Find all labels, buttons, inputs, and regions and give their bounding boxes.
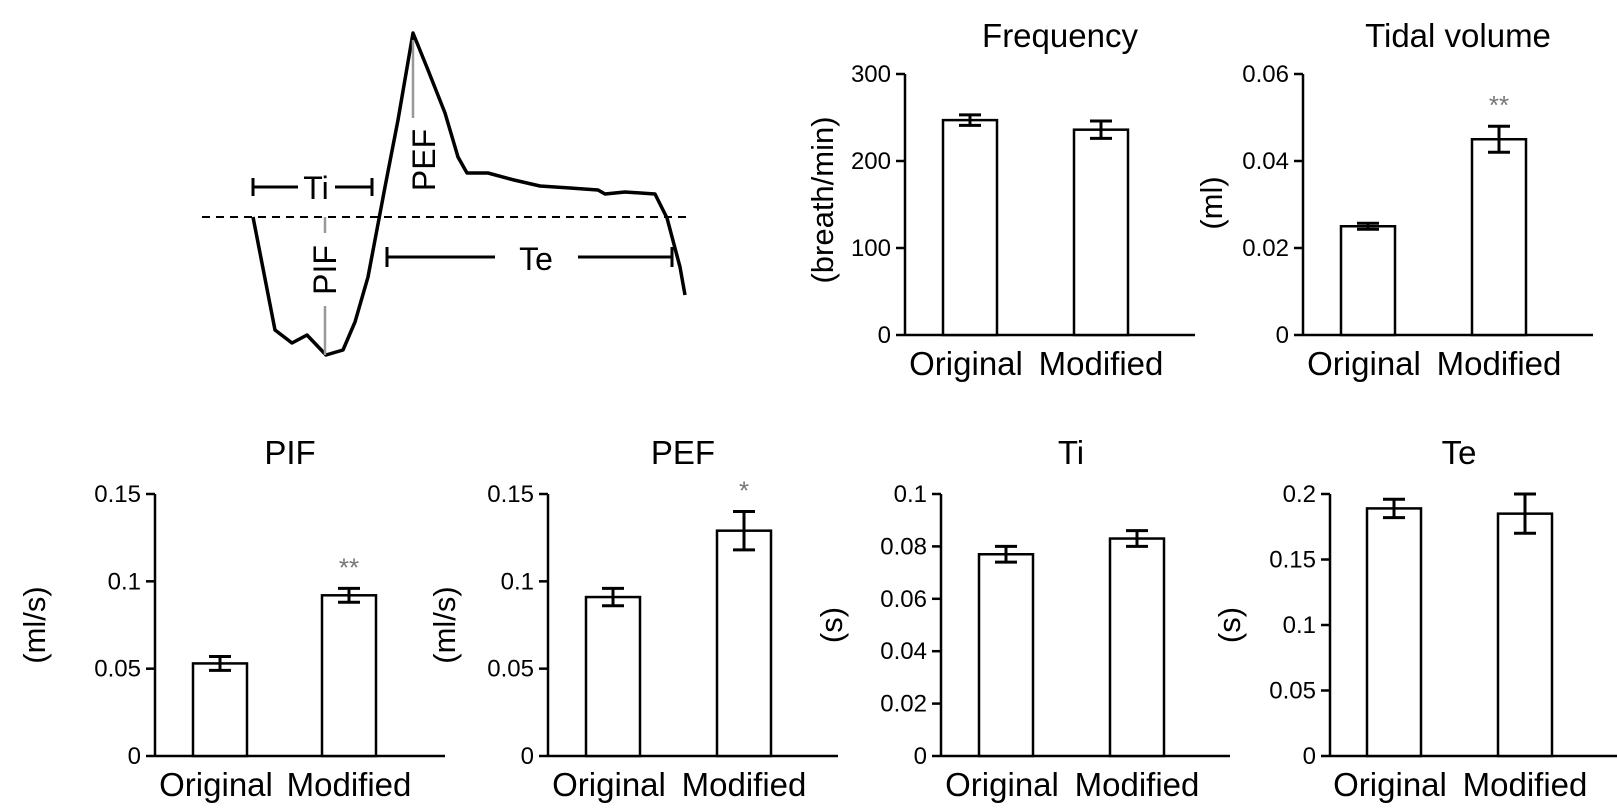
ti-y-tick-label: 0.1 [894, 481, 927, 508]
tidal-volume-chart: Tidal volume (ml) 0 0.02 0.04 0.06 Original Mod… [1194, 17, 1593, 382]
ti-y-tick-label: 0.02 [880, 691, 927, 718]
frequency-chart-title: Frequency [982, 17, 1138, 54]
ti-category-label: Original [945, 766, 1059, 803]
pif-bar-modified [320, 594, 378, 758]
te-bar-original [1365, 507, 1423, 758]
pef-chart-title: PEF [651, 434, 715, 471]
pef-y-axis-label: (ml/s) [427, 586, 462, 663]
tidal-volume-category-label: Modified [1437, 345, 1562, 382]
flow-waveform [251, 31, 687, 357]
pef-label: PEF [406, 129, 442, 191]
pif-label: PIF [307, 245, 343, 295]
frequency-y-tick-label: 300 [851, 61, 891, 88]
frequency-bar-original [941, 118, 999, 337]
pef-significance-marker: * [739, 475, 749, 505]
pef-chart: PEF (ml/s) 0 0.05 0.1 0.15 Original Modified * [427, 434, 838, 803]
pef-y-tick-label: 0.05 [487, 656, 534, 683]
frequency-chart: Frequency (breath/min) 0 100 200 300 Original M… [805, 17, 1195, 382]
ti-chart: Ti (s) 0 0.02 0.04 0.06 0.08 0.1 Original Modifie… [814, 434, 1230, 803]
pif-bar-original [191, 662, 249, 758]
ti-y-tick-label: 0 [914, 743, 927, 770]
ti-bar-modified [1108, 537, 1166, 758]
te-y-tick-label: 0.1 [1283, 612, 1316, 639]
te-bar-modified [1496, 512, 1554, 758]
ti-category-label: Modified [1075, 766, 1200, 803]
ti-chart-title: Ti [1058, 434, 1084, 471]
tidal-volume-bar-original [1339, 225, 1397, 337]
tidal-volume-chart-title: Tidal volume [1365, 17, 1551, 54]
pef-y-tick-label: 0.1 [501, 568, 534, 595]
te-y-tick-label: 0 [1303, 743, 1316, 770]
frequency-bar-modified [1072, 128, 1130, 337]
pif-chart-title: PIF [264, 434, 315, 471]
te-chart-title: Te [1442, 434, 1477, 471]
pef-bar-original [584, 595, 642, 758]
pef-y-tick-label: 0 [521, 743, 534, 770]
pif-y-tick-label: 0.15 [94, 481, 141, 508]
frequency-y-tick-label: 100 [851, 235, 891, 262]
bar-chart-panels: Frequency (breath/min) 0 100 200 300 Original M… [17, 17, 1617, 803]
te-y-axis-label: (s) [1212, 607, 1247, 643]
ti-label: Ti [303, 170, 328, 206]
te-y-tick-label: 0.15 [1269, 547, 1316, 574]
tidal-volume-category-label: Original [1307, 345, 1421, 382]
tidal-volume-y-axis-label: (ml) [1194, 176, 1229, 229]
pef-category-label: Modified [682, 766, 807, 803]
frequency-category-label: Modified [1039, 345, 1164, 382]
pif-significance-marker: ** [339, 552, 359, 582]
frequency-y-axis-label: (breath/min) [805, 116, 840, 283]
pif-y-tick-label: 0 [128, 743, 141, 770]
pif-category-label: Modified [287, 766, 412, 803]
tidal-volume-y-tick-label: 0.06 [1242, 61, 1289, 88]
tidal-volume-bar-modified [1470, 138, 1528, 337]
ti-y-axis-label: (s) [814, 607, 849, 643]
te-category-label: Original [1333, 766, 1447, 803]
pif-chart: PIF (ml/s) 0 0.05 0.1 0.15 Original Modified ** [17, 434, 445, 803]
pif-y-tick-label: 0.05 [94, 656, 141, 683]
tidal-volume-significance-marker: ** [1489, 90, 1509, 120]
frequency-category-label: Original [909, 345, 1023, 382]
tidal-volume-y-tick-label: 0 [1276, 322, 1289, 349]
te-chart: Te (s) 0 0.05 0.1 0.15 0.2 Original Modified [1212, 434, 1617, 803]
te-category-label: Modified [1463, 766, 1588, 803]
ti-y-tick-label: 0.04 [880, 638, 927, 665]
pif-category-label: Original [159, 766, 273, 803]
frequency-y-tick-label: 200 [851, 148, 891, 175]
te-y-tick-label: 0.05 [1269, 678, 1316, 705]
pef-bar-modified [715, 529, 773, 758]
breathing-waveform-diagram: Ti Te PIF PEF [202, 31, 690, 357]
pef-y-tick-label: 0.15 [487, 481, 534, 508]
ti-bar-original [977, 553, 1035, 758]
tidal-volume-y-tick-label: 0.04 [1242, 148, 1289, 175]
te-label: Te [519, 241, 553, 277]
pif-y-axis-label: (ml/s) [17, 586, 52, 663]
frequency-y-tick-label: 0 [878, 322, 891, 349]
te-y-tick-label: 0.2 [1283, 481, 1316, 508]
pef-category-label: Original [552, 766, 666, 803]
ti-y-tick-label: 0.06 [880, 586, 927, 613]
pif-y-tick-label: 0.1 [108, 568, 141, 595]
ti-y-tick-label: 0.08 [880, 533, 927, 560]
tidal-volume-y-tick-label: 0.02 [1242, 235, 1289, 262]
